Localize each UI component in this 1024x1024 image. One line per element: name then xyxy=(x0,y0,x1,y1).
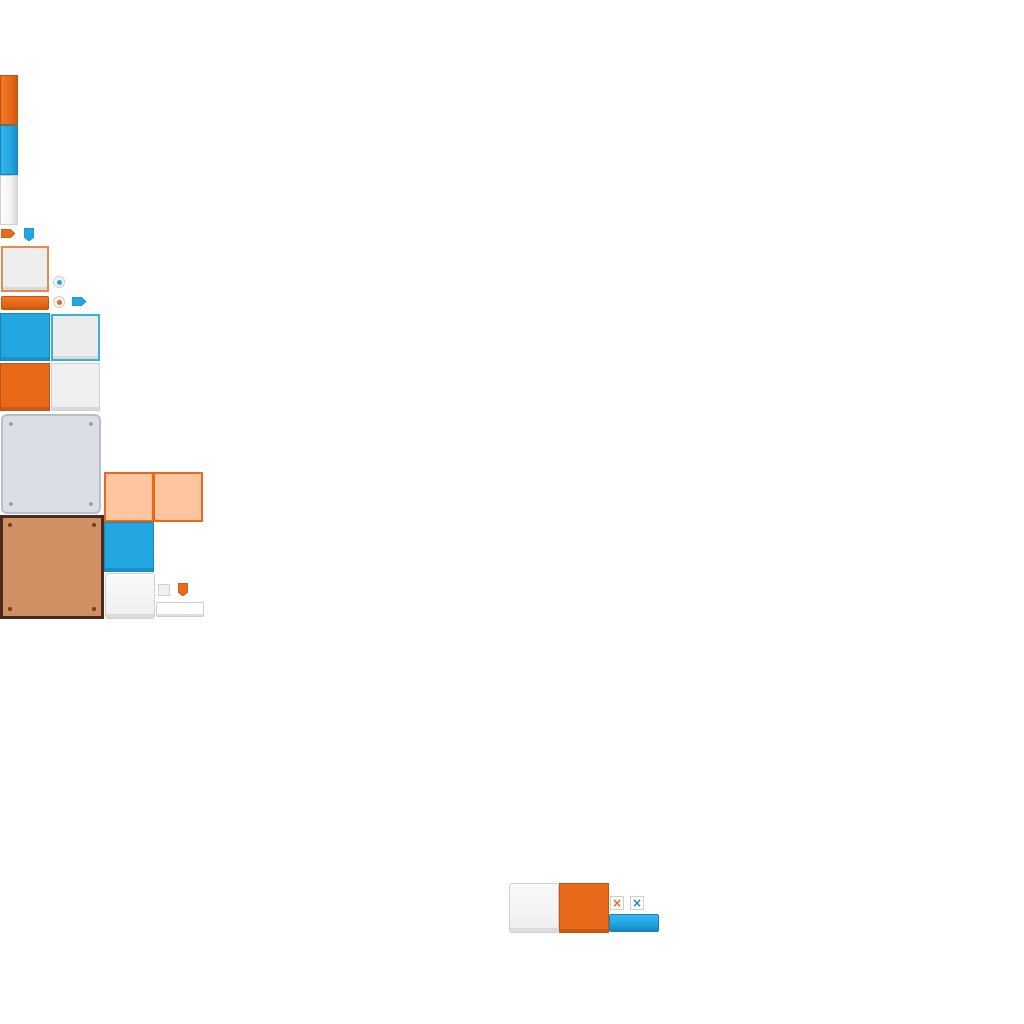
rivet xyxy=(89,422,93,426)
rivet xyxy=(9,502,13,506)
framed-square-blue xyxy=(51,314,100,361)
tag-down-blue-icon xyxy=(24,228,34,241)
rivet xyxy=(9,422,13,426)
vertical-bar-orange xyxy=(0,75,18,125)
radio-blue-icon xyxy=(53,276,65,288)
checkbox-empty xyxy=(158,584,170,596)
rivet xyxy=(92,607,96,611)
button-white-square xyxy=(105,573,155,619)
tile-blue-small xyxy=(104,522,154,572)
rivet xyxy=(8,523,12,527)
tag-right-blue-icon xyxy=(72,297,86,306)
tile-orange-bottom xyxy=(559,883,609,933)
vertical-bar-blue xyxy=(0,125,18,175)
tile-peach xyxy=(104,472,154,522)
metal-panel xyxy=(1,414,101,514)
tile-white xyxy=(51,363,100,411)
framed-square-orange xyxy=(1,246,49,292)
horizontal-bar-blue xyxy=(609,914,659,932)
button-white-large xyxy=(509,883,559,933)
tile-peach xyxy=(153,472,203,522)
rivet xyxy=(89,502,93,506)
vertical-bar-white xyxy=(0,175,18,225)
horizontal-bar-white xyxy=(156,602,204,617)
close-orange-icon: × xyxy=(610,896,624,910)
tag-right-orange-icon xyxy=(1,229,15,238)
tile-orange xyxy=(0,363,50,411)
wood-panel xyxy=(0,515,104,619)
radio-orange-icon xyxy=(53,296,65,308)
rivet xyxy=(8,607,12,611)
tile-blue xyxy=(0,313,50,361)
horizontal-bar-orange xyxy=(1,296,49,310)
tag-down-orange-icon xyxy=(178,583,188,596)
close-blue-icon: × xyxy=(630,896,644,910)
rivet xyxy=(92,523,96,527)
